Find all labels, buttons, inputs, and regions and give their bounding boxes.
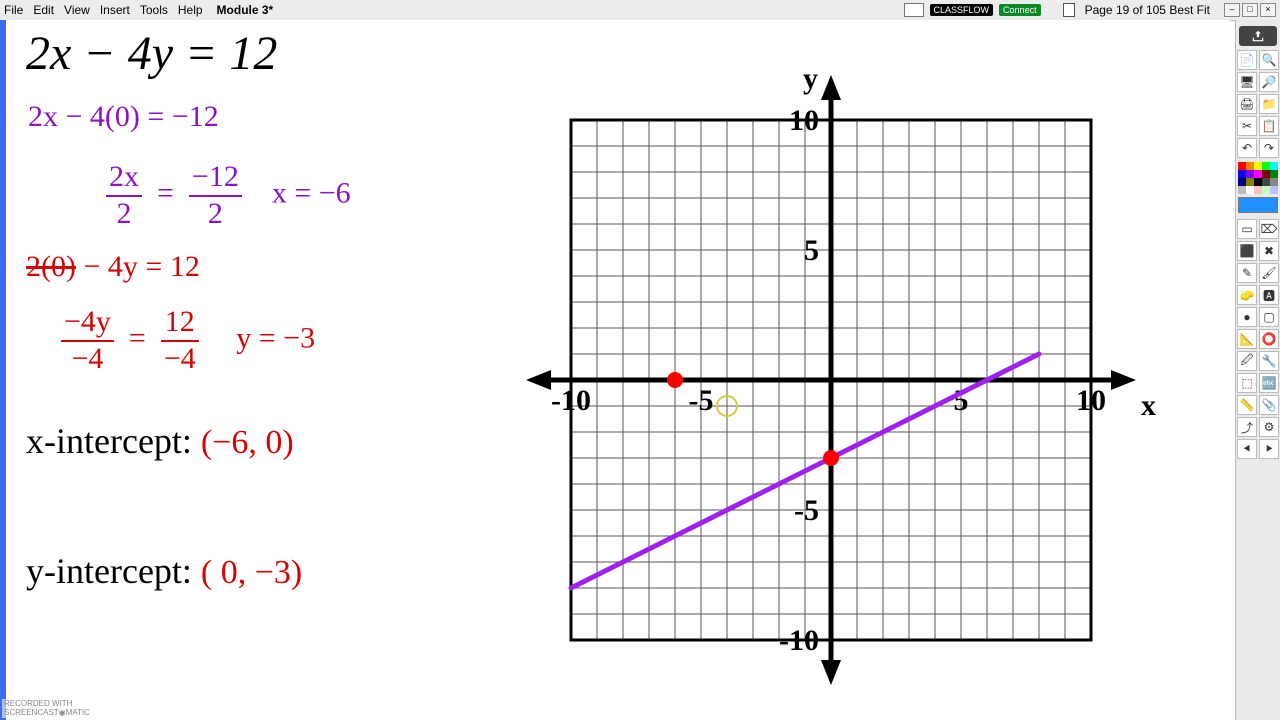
palette-swatch[interactable] [1246, 178, 1254, 186]
right-toolbox: 📄🔍🖥🔎🖨📁✂📋↶↷ ▭⌦⬛✖✎🖌🧽🅰●▢📐⭕🖉🔧⬚🔤📏📎⤴⚙⯇⯈ [1235, 20, 1280, 720]
menu-file[interactable]: File [4, 3, 23, 17]
svg-text:-5: -5 [794, 494, 819, 527]
menu-tools[interactable]: Tools [140, 3, 168, 17]
classflow-badge[interactable]: CLASSFLOW [930, 4, 994, 16]
svg-text:-5: -5 [689, 384, 714, 417]
svg-text:y: y [803, 62, 818, 95]
menu-help[interactable]: Help [178, 3, 203, 17]
keyboard-icon[interactable] [904, 3, 924, 17]
tool-icon-2[interactable]: ⬛ [1237, 241, 1257, 261]
toolbar-icon-6[interactable]: ✂ [1237, 116, 1257, 136]
palette-swatch[interactable] [1238, 186, 1246, 194]
tool-icon-21[interactable]: ⯈ [1259, 439, 1279, 459]
palette-swatch[interactable] [1238, 178, 1246, 186]
window-controls: – □ × [1224, 3, 1276, 17]
tool-icon-1[interactable]: ⌦ [1259, 219, 1279, 239]
svg-text:10: 10 [789, 104, 819, 137]
tool-icon-8[interactable]: ● [1237, 307, 1257, 327]
toolbar-icon-1[interactable]: 🔍 [1259, 50, 1279, 70]
y-intercept-label: y-intercept: [26, 551, 192, 591]
close-button[interactable]: × [1260, 3, 1276, 17]
work-purple-line1: 2x − 4(0) = −12 [28, 100, 219, 135]
doc-title: Module 3* [217, 3, 274, 17]
tool-icon-16[interactable]: 📏 [1237, 395, 1257, 415]
palette-swatch[interactable] [1246, 186, 1254, 194]
menu-edit[interactable]: Edit [33, 3, 54, 17]
svg-text:x: x [1141, 389, 1156, 422]
connect-badge[interactable]: Connect [999, 4, 1041, 16]
svg-text:10: 10 [1076, 384, 1106, 417]
palette-swatch[interactable] [1270, 178, 1278, 186]
tool-icon-9[interactable]: ▢ [1259, 307, 1279, 327]
palette-swatch[interactable] [1246, 170, 1254, 178]
palette-swatch[interactable] [1262, 178, 1270, 186]
tool-icon-4[interactable]: ✎ [1237, 263, 1257, 283]
maximize-button[interactable]: □ [1242, 3, 1258, 17]
palette-swatch[interactable] [1254, 170, 1262, 178]
tool-icon-15[interactable]: 🔤 [1259, 373, 1279, 393]
tool-icon-12[interactable]: 🖉 [1237, 351, 1257, 371]
main-equation: 2x − 4y = 12 [26, 26, 277, 81]
x-intercept-row: x-intercept: (−6, 0) [26, 420, 294, 462]
whiteboard-canvas[interactable]: 2x − 4y = 12 2x − 4(0) = −12 2x2 = −122 … [6, 20, 1230, 720]
work-red-line1: 2(0) − 4y = 12 [26, 250, 200, 285]
palette-swatch[interactable] [1238, 170, 1246, 178]
svg-text:5: 5 [804, 234, 819, 267]
tool-icon-14[interactable]: ⬚ [1237, 373, 1257, 393]
tool-icon-19[interactable]: ⚙ [1259, 417, 1279, 437]
share-button[interactable] [1239, 26, 1277, 46]
menu-view[interactable]: View [64, 3, 90, 17]
toolbar-icon-5[interactable]: 📁 [1259, 94, 1279, 114]
menubar-right: CLASSFLOW Connect Page 19 of 105 Best Fi… [904, 3, 1276, 17]
tool-icon-13[interactable]: 🔧 [1259, 351, 1279, 371]
menu-bar: File Edit View Insert Tools Help Module … [0, 0, 1280, 21]
minimize-button[interactable]: – [1224, 3, 1240, 17]
tool-icon-0[interactable]: ▭ [1237, 219, 1257, 239]
toolbar-icon-8[interactable]: ↶ [1237, 138, 1257, 158]
toolbar-icon-2[interactable]: 🖥 [1237, 72, 1257, 92]
toolbar-icon-3[interactable]: 🔎 [1259, 72, 1279, 92]
toolbar-icon-9[interactable]: ↷ [1259, 138, 1279, 158]
palette-swatch[interactable] [1254, 178, 1262, 186]
toolbar-icon-7[interactable]: 📋 [1259, 116, 1279, 136]
palette-swatch[interactable] [1262, 162, 1270, 170]
palette-swatch[interactable] [1262, 186, 1270, 194]
tool-icon-3[interactable]: ✖ [1259, 241, 1279, 261]
x-intercept-label: x-intercept: [26, 421, 192, 461]
y-intercept-value: ( 0, −3) [201, 554, 302, 591]
tool-icon-17[interactable]: 📎 [1259, 395, 1279, 415]
toolbar-icon-4[interactable]: 🖨 [1237, 94, 1257, 114]
tool-icon-5[interactable]: 🖌 [1259, 263, 1279, 283]
color-palette[interactable] [1236, 162, 1280, 194]
current-color-swatch[interactable] [1238, 197, 1278, 213]
page-indicator[interactable]: Page 19 of 105 Best Fit [1085, 3, 1210, 17]
palette-swatch[interactable] [1270, 170, 1278, 178]
palette-swatch[interactable] [1262, 170, 1270, 178]
svg-text:-10: -10 [779, 624, 819, 657]
svg-text:-10: -10 [551, 384, 591, 417]
screencast-watermark: RECORDED WITHSCREENCAST◉MATIC [2, 699, 92, 718]
y-intercept-row: y-intercept: ( 0, −3) [26, 550, 302, 592]
tool-icon-10[interactable]: 📐 [1237, 329, 1257, 349]
tool-icon-6[interactable]: 🧽 [1237, 285, 1257, 305]
palette-swatch[interactable] [1270, 186, 1278, 194]
page-icon [1063, 3, 1075, 17]
palette-swatch[interactable] [1254, 162, 1262, 170]
work-purple-frac: 2x2 = −122 x = −6 [106, 160, 351, 231]
palette-swatch[interactable] [1238, 162, 1246, 170]
coordinate-graph: -10-5510105-5-10xy [486, 50, 1166, 710]
tool-icon-7[interactable]: 🅰 [1259, 285, 1279, 305]
work-red-frac: −4y−4 = 12−4 y = −3 [61, 305, 315, 376]
toolbar-icon-0[interactable]: 📄 [1237, 50, 1257, 70]
palette-swatch[interactable] [1246, 162, 1254, 170]
x-intercept-value: (−6, 0) [201, 424, 294, 461]
menu-insert[interactable]: Insert [100, 3, 130, 17]
tool-icon-18[interactable]: ⤴ [1237, 417, 1257, 437]
palette-swatch[interactable] [1254, 186, 1262, 194]
tool-icon-20[interactable]: ⯇ [1237, 439, 1257, 459]
palette-swatch[interactable] [1270, 162, 1278, 170]
tool-icon-11[interactable]: ⭕ [1259, 329, 1279, 349]
